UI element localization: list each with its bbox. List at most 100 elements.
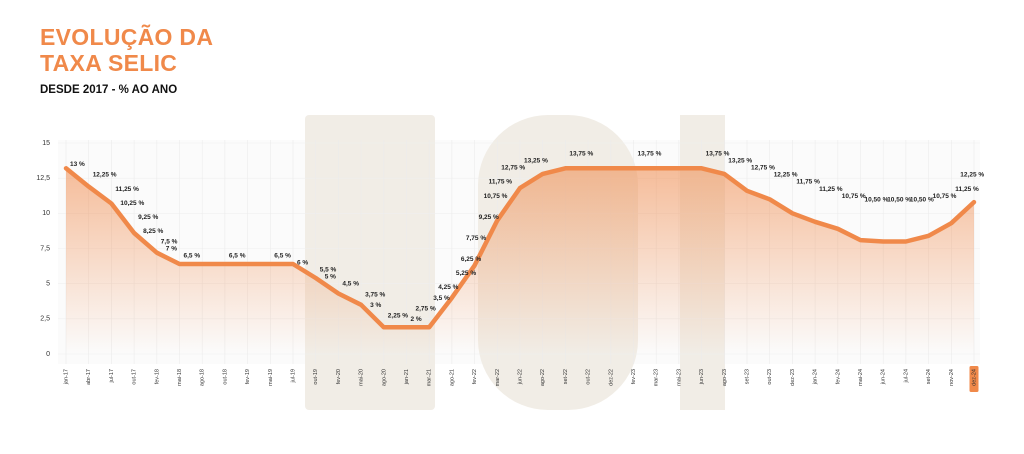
x-tick-label: jul-19 [290, 369, 296, 383]
data-label: 3 % [370, 302, 381, 309]
x-tick-label: fev-23 [631, 369, 637, 384]
data-label: 6 % [297, 260, 308, 267]
data-label: 10,75 % [842, 193, 866, 200]
data-label: 6,25 % [461, 256, 481, 263]
x-tick-label: out-19 [313, 369, 319, 385]
data-label: 5,25 % [456, 270, 476, 277]
x-tick-label: mar-21 [427, 369, 433, 386]
x-tick-label: jan-17 [63, 369, 69, 385]
data-label: 13,75 % [706, 151, 730, 158]
data-label: 13,75 % [569, 151, 593, 158]
x-tick-label: ago-23 [722, 369, 728, 386]
x-tick-label: fev-24 [835, 369, 841, 384]
data-label: 7 % [166, 246, 177, 253]
x-tick-label: set-24 [926, 369, 932, 384]
x-tick-label: jun-22 [517, 369, 523, 385]
x-tick-label: mai-18 [177, 369, 183, 386]
data-label: 9,25 % [479, 214, 499, 221]
data-label: 10,25 % [120, 200, 144, 207]
data-label: 13 % [70, 161, 85, 168]
x-tick-label: ago-18 [200, 369, 206, 386]
data-label: 12,25 % [960, 172, 984, 179]
data-label: 2,25 % [388, 312, 408, 319]
series-line [63, 166, 977, 330]
data-label: 7,5 % [161, 239, 178, 246]
x-tick-label: fev-20 [336, 369, 342, 384]
y-tick-label: 2,5 [40, 316, 50, 323]
chart-title: EVOLUÇÃO DA TAXA SELIC [40, 24, 213, 76]
data-label: 9,25 % [138, 214, 158, 221]
x-tick-label: mar-23 [654, 369, 660, 386]
data-label: 13,25 % [524, 158, 548, 165]
y-tick-label: 5 [46, 281, 50, 288]
x-tick-label: mai-23 [676, 369, 682, 386]
area-fill [66, 168, 974, 354]
y-tick-label: 0 [46, 351, 50, 358]
x-tick-label: mar-22 [495, 369, 501, 386]
x-tick-label: fev-18 [154, 369, 160, 384]
data-label: 6,5 % [184, 253, 201, 260]
data-label: 3,75 % [365, 291, 385, 298]
data-label: 10,50 % [910, 196, 934, 203]
data-label: 8,25 % [143, 228, 163, 235]
data-label: 2,75 % [416, 305, 436, 312]
x-tick-label: jan-21 [404, 369, 410, 385]
data-label: 10,75 % [933, 193, 957, 200]
data-label: 10,75 % [484, 193, 508, 200]
y-tick-label: 12,5 [36, 175, 50, 182]
x-tick-label: out-23 [767, 369, 773, 385]
x-tick-label: fev-22 [472, 369, 478, 384]
x-tick-label: ago-22 [540, 369, 546, 386]
data-label: 11,75 % [796, 179, 820, 186]
x-tick-label: jan-24 [813, 369, 819, 385]
marks [63, 166, 977, 354]
y-tick-label: 7,5 [40, 245, 50, 252]
data-label: 11,25 % [115, 186, 139, 193]
y-tick-label: 10 [42, 210, 50, 217]
labels: 13 % 12,25 % 11,25 % 10,25 % 9,25 % 8,25 % 7,5… [70, 151, 984, 323]
y-tick-label: 15 [42, 140, 50, 147]
data-label: 10,50 % [865, 196, 889, 203]
data-label: 12,25 % [93, 172, 117, 179]
data-label: 3,5 % [433, 295, 450, 302]
data-label: 13,25 % [728, 158, 752, 165]
data-label: 6,5 % [229, 253, 246, 260]
x-tick-label: out-18 [222, 369, 228, 385]
x-tick-label: fev-19 [245, 369, 251, 384]
x-tick-label: dez-24 [971, 369, 977, 386]
x-tick-label: nov-24 [949, 369, 955, 386]
data-label: 12,25 % [774, 172, 798, 179]
data-label: 2 % [411, 316, 422, 323]
data-label: 11,25 % [955, 186, 979, 193]
data-label: 4,25 % [438, 284, 458, 291]
x-tick-label: jul-17 [109, 369, 115, 383]
data-label: 12,75 % [751, 165, 775, 172]
x-tick-label: set-23 [744, 369, 750, 384]
data-label: 11,75 % [489, 179, 513, 186]
data-label: 11,25 % [819, 186, 843, 193]
x-tick-label: ago-20 [381, 369, 387, 386]
x-tick-label: jun-23 [699, 369, 705, 385]
data-label: 10,50 % [887, 196, 911, 203]
chart-subtitle: DESDE 2017 - % AO ANO [40, 84, 178, 96]
x-tick-label: dez-23 [790, 369, 796, 386]
x-tick-label: jul-24 [903, 369, 909, 383]
data-label: 6,5 % [274, 253, 291, 260]
data-label: 7,75 % [466, 235, 486, 242]
data-label: 5 % [325, 274, 336, 281]
data-label: 13,75 % [638, 151, 662, 158]
x-tick-label: jun-24 [881, 369, 887, 385]
x-tick-label: out-22 [586, 369, 592, 385]
data-label: 12,75 % [501, 165, 525, 172]
x-tick-label: ago-21 [449, 369, 455, 386]
data-label: 5,5 % [320, 267, 337, 274]
x-tick-label: mai-19 [268, 369, 274, 386]
x-tick-label: set-22 [563, 369, 569, 384]
x-tick-label: dez-22 [608, 369, 614, 386]
x-tick-label: abr-17 [86, 369, 92, 385]
data-label: 4,5 % [342, 281, 359, 288]
x-tick-label: mai-20 [359, 369, 365, 386]
x-tick-highlight [969, 366, 979, 392]
